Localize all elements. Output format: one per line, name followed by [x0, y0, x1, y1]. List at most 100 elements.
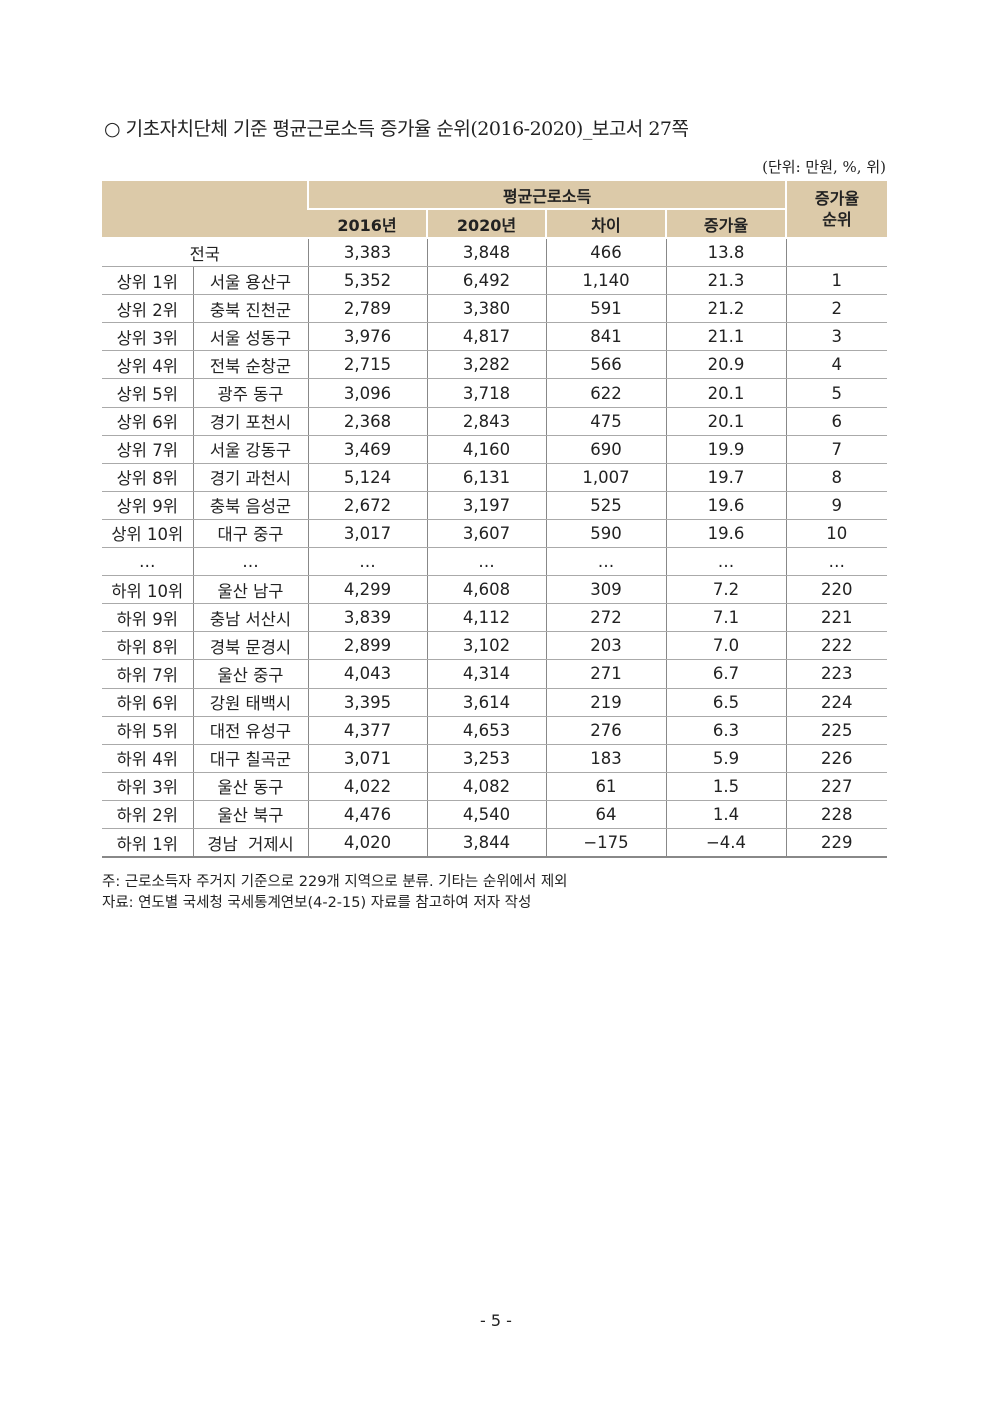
- rank-cell: 상위 7위: [102, 435, 193, 464]
- table-row: 상위 10위 대구 중구 3,017 3,607 590 19.6 10: [102, 519, 888, 549]
- header-growth-rate: 증가율: [664, 209, 787, 239]
- growth-rank-cell: 10: [785, 519, 888, 549]
- growth-rank-cell: …: [785, 547, 888, 577]
- growth-rank-cell: 222: [785, 631, 888, 661]
- unit-label: (단위: 만원, %, 위): [762, 158, 886, 176]
- rank-cell: 하위 1위: [102, 828, 193, 859]
- region-cell: 울산 남구: [192, 575, 308, 605]
- income-2020-cell: 3,614: [426, 688, 546, 717]
- header-growth-rank: 증가율 순위: [785, 181, 888, 239]
- table-row: 하위 6위 강원 태백시 3,395 3,614 219 6.5 224: [102, 688, 888, 717]
- difference-cell: 272: [545, 603, 666, 633]
- income-2020-cell: 6,492: [426, 266, 546, 296]
- income-2020-cell: 6,131: [426, 463, 546, 492]
- header-2020: 2020년: [426, 209, 546, 239]
- income-2016-cell: 4,043: [307, 659, 427, 689]
- difference-cell: 841: [545, 322, 666, 352]
- income-2020-cell: 4,112: [426, 603, 546, 633]
- region-cell: 경기 포천시: [192, 407, 308, 436]
- rank-cell: 하위 3위: [102, 772, 193, 801]
- rank-cell: 상위 9위: [102, 491, 193, 520]
- difference-cell: 61: [545, 772, 666, 801]
- table-row: 하위 7위 울산 중구 4,043 4,314 271 6.7 223: [102, 659, 888, 689]
- income-2020-cell: 4,540: [426, 800, 546, 829]
- table-row: 상위 8위 경기 과천시 5,124 6,131 1,007 19.7 8: [102, 463, 888, 492]
- difference-cell: 219: [545, 688, 666, 717]
- growth-rate-cell: 19.6: [665, 491, 787, 520]
- difference-cell: 525: [545, 491, 666, 520]
- income-2020-cell: 3,282: [426, 350, 546, 380]
- growth-rank-cell: 220: [785, 575, 888, 605]
- growth-rate-cell: 19.7: [665, 463, 787, 492]
- rank-cell: 하위 5위: [102, 716, 193, 745]
- income-2020-cell: 2,843: [426, 407, 546, 436]
- growth-rate-cell: 5.9: [665, 744, 787, 773]
- table-row: …………………: [102, 547, 888, 577]
- table-row: 하위 9위 충남 서산시 3,839 4,112 272 7.1 221: [102, 603, 888, 633]
- header-blank: [102, 181, 308, 239]
- difference-cell: 64: [545, 800, 666, 829]
- growth-rank-cell: 9: [785, 491, 888, 520]
- region-cell: 대구 칠곡군: [192, 744, 308, 773]
- income-2020-cell: 3,102: [426, 631, 546, 661]
- region-cell: 전북 순창군: [192, 350, 308, 380]
- growth-rank-cell: 224: [785, 688, 888, 717]
- section-title: ○ 기초자치단체 기준 평균근로소득 증가율 순위(2016-2020)_보고서…: [104, 118, 689, 140]
- growth-rate-cell: 1.5: [665, 772, 787, 801]
- region-cell: 충남 서산시: [192, 603, 308, 633]
- difference-cell: 309: [545, 575, 666, 605]
- growth-rate-cell: 6.5: [665, 688, 787, 717]
- difference-cell: 276: [545, 716, 666, 745]
- rank-cell: 상위 5위: [102, 378, 193, 408]
- growth-rate-cell: 21.3: [665, 266, 787, 296]
- table-notes: 주: 근로소득자 주거지 기준으로 229개 지역으로 분류. 기타는 순위에서…: [102, 872, 568, 914]
- income-2016-cell: 2,715: [307, 350, 427, 380]
- difference-cell: 475: [545, 407, 666, 436]
- income-2020-cell: 4,653: [426, 716, 546, 745]
- table-row: 하위 2위 울산 북구 4,476 4,540 64 1.4 228: [102, 800, 888, 829]
- region-cell: 울산 중구: [192, 659, 308, 689]
- rank-cell: 상위 8위: [102, 463, 193, 492]
- income-2016-cell: 4,476: [307, 800, 427, 829]
- income-2016-cell: 3,976: [307, 322, 427, 352]
- table-row: 하위 1위 경남 거제시 4,020 3,844 −175 −4.4 229: [102, 828, 888, 859]
- income-2016-cell: 5,124: [307, 463, 427, 492]
- rank-cell: 하위 10위: [102, 575, 193, 605]
- income-2016-cell: 2,672: [307, 491, 427, 520]
- income-2020-cell: …: [426, 547, 546, 577]
- rank-cell: 하위 9위: [102, 603, 193, 633]
- region-cell: 강원 태백시: [192, 688, 308, 717]
- table-row: 하위 3위 울산 동구 4,022 4,082 61 1.5 227: [102, 772, 888, 801]
- page-number: - 5 -: [480, 1311, 512, 1330]
- growth-rank-cell: 221: [785, 603, 888, 633]
- table-row: 상위 9위 충북 음성군 2,672 3,197 525 19.6 9: [102, 491, 888, 520]
- income-2016-cell: …: [307, 547, 427, 577]
- rank-cell: 상위 6위: [102, 407, 193, 436]
- region-cell: 충북 음성군: [192, 491, 308, 520]
- rank-cell: 하위 8위: [102, 631, 193, 661]
- income-2016-cell: 2,368: [307, 407, 427, 436]
- growth-rate-cell: 7.0: [665, 631, 787, 661]
- table-row: 상위 3위 서울 성동구 3,976 4,817 841 21.1 3: [102, 322, 888, 352]
- difference-cell: 1,007: [545, 463, 666, 492]
- income-2020-cell: 3,197: [426, 491, 546, 520]
- difference-cell: 183: [545, 744, 666, 773]
- income-2016-cell: 3,383: [307, 237, 427, 268]
- difference-cell: …: [545, 547, 666, 577]
- growth-rank-cell: 8: [785, 463, 888, 492]
- growth-rate-cell: 1.4: [665, 800, 787, 829]
- rank-cell: 하위 2위: [102, 800, 193, 829]
- header-difference: 차이: [545, 209, 666, 239]
- income-2016-cell: 4,377: [307, 716, 427, 745]
- rank-cell: 하위 6위: [102, 688, 193, 717]
- income-2020-cell: 4,160: [426, 435, 546, 464]
- income-2020-cell: 3,844: [426, 828, 546, 859]
- growth-rank-cell: 229: [785, 828, 888, 859]
- growth-rate-cell: …: [665, 547, 787, 577]
- growth-rate-cell: 21.2: [665, 294, 787, 324]
- region-cell: 울산 북구: [192, 800, 308, 829]
- income-2020-cell: 4,817: [426, 322, 546, 352]
- income-2016-cell: 2,789: [307, 294, 427, 324]
- rank-cell: 하위 4위: [102, 744, 193, 773]
- table-row: 하위 5위 대전 유성구 4,377 4,653 276 6.3 225: [102, 716, 888, 745]
